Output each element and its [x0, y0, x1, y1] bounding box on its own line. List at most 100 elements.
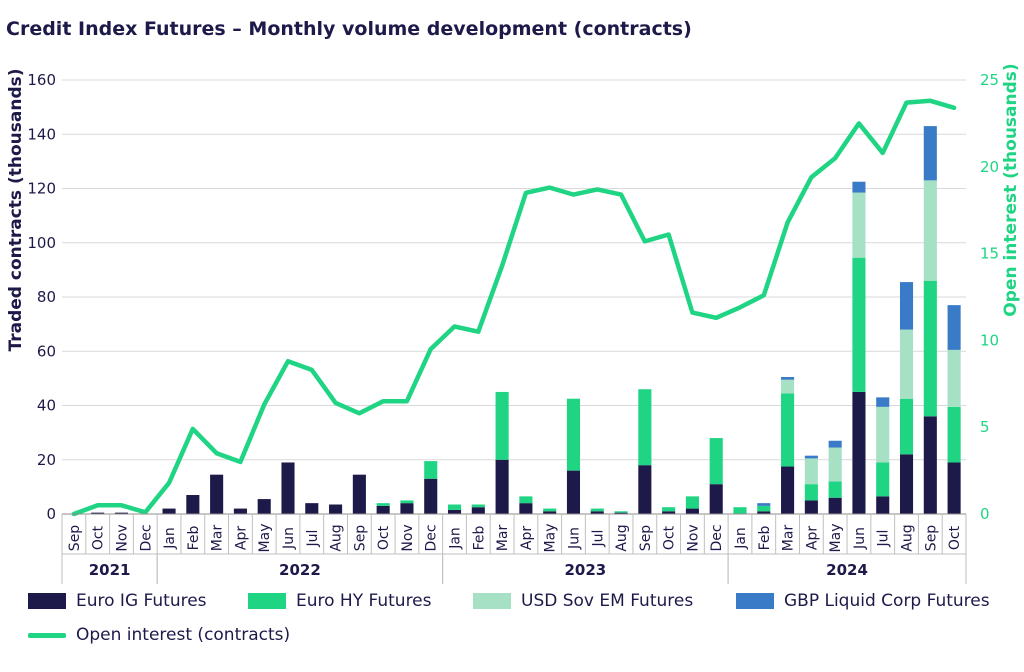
open-interest-line [71, 98, 957, 517]
year-label: 2023 [564, 561, 606, 579]
bar-euro-ig-futures [329, 504, 343, 514]
bar-usd-sov-em-futures [828, 447, 842, 482]
y-tick-label-right: 20 [980, 158, 999, 176]
bar-euro-hy-futures [804, 484, 818, 501]
x-tick-label: May [828, 524, 844, 553]
bar-euro-hy-futures [781, 393, 795, 467]
bar-euro-hy-futures [495, 391, 509, 460]
bar-euro-ig-futures [91, 512, 105, 514]
x-tick-label: Jun [852, 527, 868, 550]
legend-label-gbp-liquid: GBP Liquid Corp Futures [784, 591, 990, 611]
legend-item-open-interest: Open interest (contracts) [28, 625, 290, 645]
bar-euro-hy-futures [424, 461, 438, 479]
legend-swatch-euro-ig [28, 593, 66, 609]
bar-euro-ig-futures [757, 511, 771, 514]
y-tick-label-left: 0 [46, 505, 56, 523]
bar-euro-ig-futures [186, 495, 200, 514]
x-tick-label: Mar [210, 525, 226, 552]
chart-title: Credit Index Futures – Monthly volume de… [6, 18, 692, 40]
bar-euro-ig-futures [590, 511, 604, 514]
bar-gbp-liquid-corp-futures [876, 397, 890, 407]
bar-euro-ig-futures [352, 474, 366, 514]
bar-euro-ig-futures [162, 508, 176, 514]
bar-euro-ig-futures [638, 465, 652, 514]
chart-area: 0 20 40 60 80 100 120 140 160 0 5 10 15 20 25 Sep Oct Nov… [6, 63, 1021, 584]
x-tick-label: Aug [329, 524, 345, 551]
x-tick-label: Apr [519, 526, 535, 550]
x-tick-label: Jan [448, 527, 464, 550]
bar-euro-ig-futures [400, 503, 414, 514]
x-tick-label: Oct [947, 525, 963, 550]
bar-euro-ig-futures [543, 511, 557, 514]
x-tick-label: Mar [781, 525, 797, 552]
bar-euro-ig-futures [305, 503, 319, 514]
x-tick-label: Nov [114, 524, 130, 551]
x-tick-label: Feb [471, 525, 487, 550]
legend-item-gbp-liquid: GBP Liquid Corp Futures [736, 591, 990, 611]
y-tick-label-right: 10 [980, 331, 999, 349]
bar-euro-hy-futures [447, 504, 462, 510]
bar-euro-hy-futures [519, 496, 533, 504]
bar-euro-hy-futures [638, 389, 652, 466]
bar-euro-hy-futures [828, 481, 842, 498]
bar-euro-hy-futures [923, 280, 937, 417]
legend-label-usd-sov: USD Sov EM Futures [521, 591, 694, 611]
x-tick-label: Sep [638, 525, 654, 552]
bar-euro-ig-futures [257, 499, 271, 514]
year-label: 2022 [279, 561, 321, 579]
x-tick-label: May [257, 524, 273, 553]
bar-euro-hy-futures [471, 504, 485, 508]
bar-euro-ig-futures [614, 512, 628, 514]
bar-euro-ig-futures [424, 478, 438, 514]
legend-swatch-gbp-liquid [736, 593, 774, 609]
x-tick-label: Jan [733, 527, 749, 550]
grid-lines [62, 79, 966, 461]
bar-euro-ig-futures [376, 505, 390, 514]
bar-euro-hy-futures [543, 508, 557, 512]
legend-label-euro-ig: Euro IG Futures [76, 591, 207, 611]
bar-euro-ig-futures [114, 512, 129, 514]
bar-usd-sov-em-futures [947, 349, 961, 407]
legend-swatch-euro-hy [248, 593, 286, 609]
bar-euro-hy-futures [685, 496, 699, 509]
year-label: 2021 [89, 561, 131, 579]
axes: 0 20 40 60 80 100 120 140 160 0 5 10 15 20 25 Sep Oct Nov… [27, 71, 999, 584]
bar-euro-ig-futures [804, 500, 818, 514]
bar-euro-ig-futures [233, 508, 247, 514]
x-tick-label: Feb [186, 525, 202, 550]
x-tick-label: Feb [757, 525, 773, 550]
y-tick-label-left: 160 [27, 71, 56, 89]
bar-usd-sov-em-futures [923, 180, 937, 281]
y-axis-label-right: Open interest (thousands) [1001, 63, 1021, 316]
bar-euro-hy-futures [733, 507, 747, 514]
bar-euro-hy-futures [709, 438, 723, 485]
bar-euro-ig-futures [281, 462, 295, 514]
x-tick-label: Jul [305, 530, 321, 548]
bar-euro-ig-futures [781, 466, 795, 514]
y-tick-label-left: 100 [27, 234, 56, 252]
y-tick-label-left: 20 [37, 451, 56, 469]
bar-euro-ig-futures [662, 511, 676, 514]
bar-usd-sov-em-futures [852, 192, 866, 258]
bar-usd-sov-em-futures [804, 458, 818, 485]
x-tick-label: Sep [923, 525, 939, 552]
bar-gbp-liquid-corp-futures [923, 126, 937, 181]
x-tick-label: Oct [662, 525, 678, 550]
year-label: 2024 [826, 561, 868, 579]
bar-gbp-liquid-corp-futures [804, 455, 818, 459]
bar-gbp-liquid-corp-futures [828, 440, 842, 448]
x-tick-label: Sep [352, 525, 368, 552]
x-tick-label: Jul [590, 530, 606, 548]
bar-usd-sov-em-futures [899, 329, 914, 399]
bar-euro-ig-futures [495, 459, 509, 514]
legend-label-euro-hy: Euro HY Futures [296, 591, 432, 611]
legend-item-usd-sov: USD Sov EM Futures [473, 591, 693, 611]
bars [91, 126, 961, 514]
y-axis-label-left: Traded contracts (thousands) [6, 69, 26, 352]
x-tick-label: Jan [162, 527, 178, 550]
y-tick-label-left: 60 [37, 342, 56, 360]
y-tick-label-right: 25 [980, 71, 999, 89]
y-tick-label-left: 80 [37, 288, 56, 306]
y-tick-label-right: 0 [980, 505, 990, 523]
x-tick-label: Mar [495, 525, 511, 552]
